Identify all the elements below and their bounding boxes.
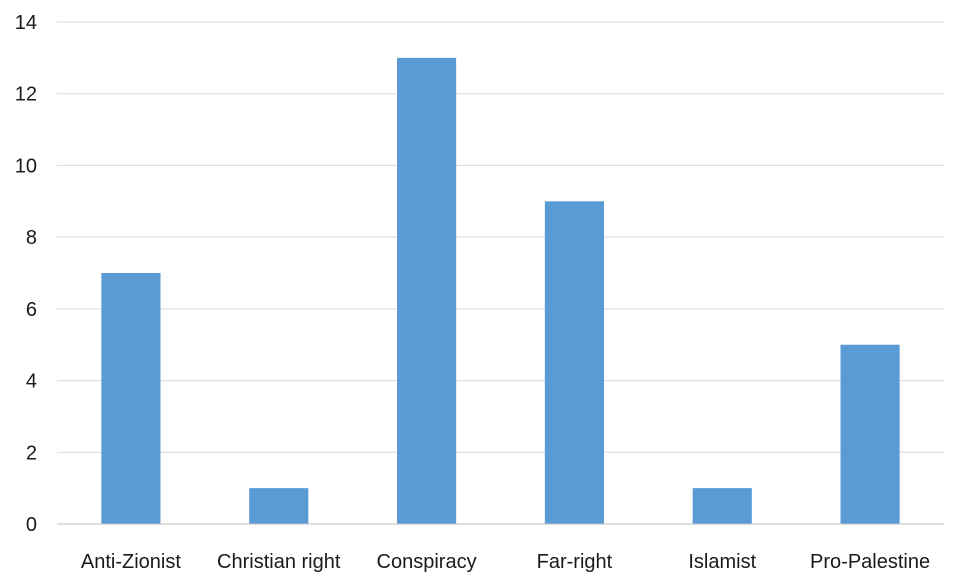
y-tick-label: 4 (26, 371, 37, 393)
bar-far-right (544, 201, 604, 525)
y-tick-label: 2 (26, 442, 37, 464)
x-category-label: Christian right (217, 551, 341, 573)
bar-anti-zionist (101, 273, 161, 524)
x-category-label: Islamist (688, 551, 756, 573)
x-category-label: Conspiracy (377, 551, 477, 573)
y-tick-label: 8 (26, 227, 37, 249)
y-tick-label: 14 (15, 12, 37, 34)
x-category-label: Far-right (537, 551, 613, 573)
x-axis-category-labels: Anti-Zionist Christian right Conspiracy Far… (81, 551, 930, 573)
y-tick-label: 0 (26, 514, 37, 536)
y-tick-label: 10 (15, 155, 37, 177)
bar-islamist (692, 488, 752, 524)
y-tick-label: 6 (26, 299, 37, 321)
bar-conspiracy (397, 57, 457, 524)
y-tick-label: 12 (15, 84, 37, 106)
bar-christian-right (249, 488, 309, 524)
bar-pro-palestine (840, 344, 900, 524)
y-axis-tick-labels: 0 2 4 6 8 10 12 14 (15, 12, 37, 536)
gridlines (57, 21, 944, 453)
x-category-label: Pro-Palestine (810, 551, 930, 573)
x-category-label: Anti-Zionist (81, 551, 181, 573)
bars (101, 57, 900, 525)
